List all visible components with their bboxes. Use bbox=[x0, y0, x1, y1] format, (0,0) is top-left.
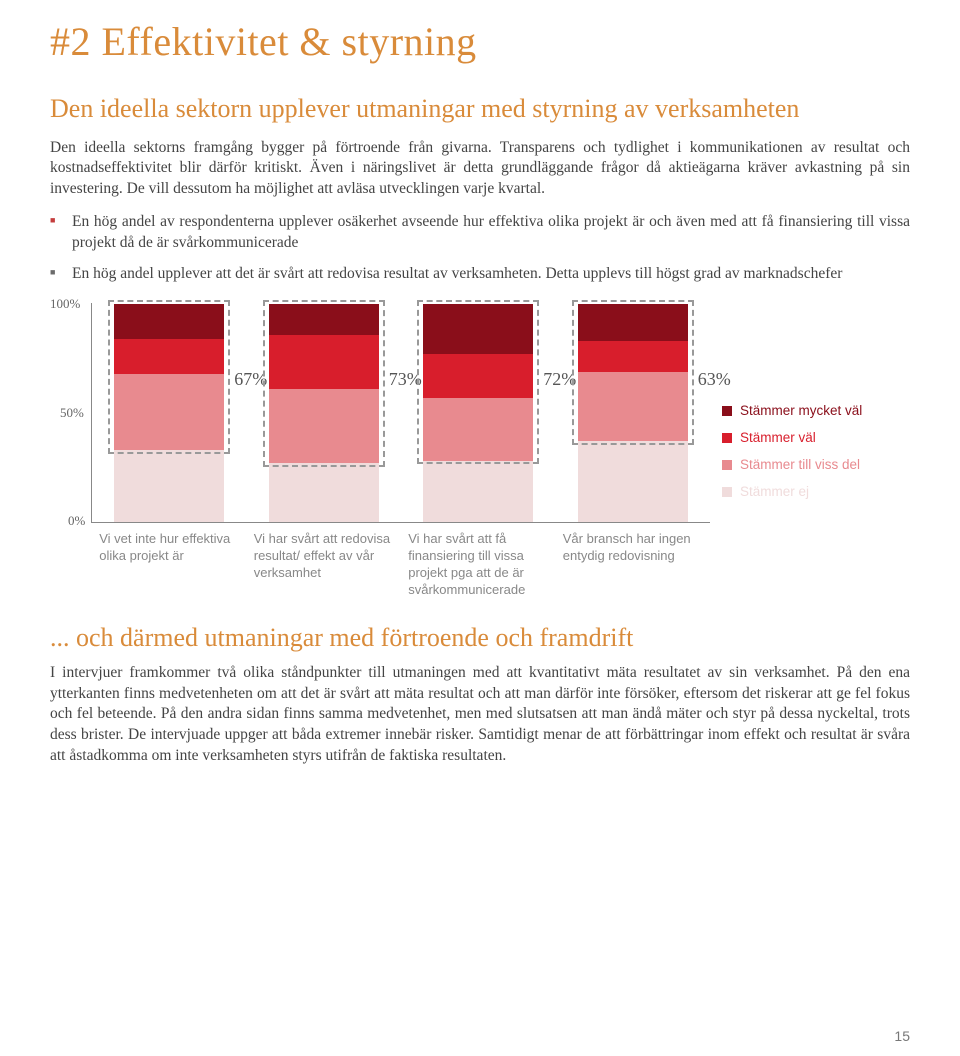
bar-segment bbox=[423, 398, 533, 461]
bullet-item: En hög andel av respondenterna upplever … bbox=[50, 212, 910, 254]
legend-label: Stämmer till viss del bbox=[740, 457, 860, 472]
bar-column: 73% bbox=[264, 304, 384, 522]
legend-label: Stämmer mycket väl bbox=[740, 403, 862, 418]
stacked-bar: 67% bbox=[114, 304, 224, 522]
bar-pct-label: 63% bbox=[698, 369, 731, 390]
legend-item: Stämmer väl bbox=[722, 430, 910, 445]
chart-container: 100% 50% 0% 67%73%72%63% Vi vet inte hur… bbox=[50, 303, 910, 599]
bar-segment bbox=[578, 441, 688, 522]
x-axis-labels: Vi vet inte hur effektiva olika projekt … bbox=[92, 531, 710, 599]
bullet-item: En hög andel upplever att det är svårt a… bbox=[50, 264, 910, 285]
legend-swatch bbox=[722, 406, 732, 416]
chart-plot-area: 100% 50% 0% 67%73%72%63% Vi vet inte hur… bbox=[50, 303, 710, 599]
plot: 67%73%72%63% bbox=[92, 303, 710, 523]
page-number: 15 bbox=[894, 1028, 910, 1044]
y-tick: 0% bbox=[68, 513, 85, 529]
bullet-list: En hög andel av respondenterna upplever … bbox=[50, 212, 910, 285]
bar-segment bbox=[269, 463, 379, 522]
y-tick: 50% bbox=[60, 405, 84, 421]
bar-segment bbox=[578, 372, 688, 442]
section-subtitle: Den ideella sektorn upplever utmaningar … bbox=[50, 93, 910, 126]
legend-swatch bbox=[722, 487, 732, 497]
legend-swatch bbox=[722, 433, 732, 443]
legend-item: Stämmer ej bbox=[722, 484, 910, 499]
bar-segment bbox=[578, 341, 688, 372]
legend-swatch bbox=[722, 460, 732, 470]
intro-paragraph: Den ideella sektorns framgång bygger på … bbox=[50, 138, 910, 201]
bar-segment bbox=[269, 304, 379, 335]
legend-label: Stämmer ej bbox=[740, 484, 809, 499]
y-axis: 100% 50% 0% bbox=[50, 303, 92, 523]
x-label: Vi har svårt att redovisa resultat/ effe… bbox=[254, 531, 394, 599]
legend-item: Stämmer till viss del bbox=[722, 457, 910, 472]
bar-pct-label: 72% bbox=[543, 369, 576, 390]
bar-column: 67% bbox=[109, 304, 229, 522]
bar-segment bbox=[578, 304, 688, 341]
x-label: Vår bransch har ingen entydig redovisnin… bbox=[563, 531, 703, 599]
stacked-bar: 63% bbox=[578, 304, 688, 522]
bar-segment bbox=[114, 450, 224, 522]
legend-item: Stämmer mycket väl bbox=[722, 403, 910, 418]
section2-body: I intervjuer framkommer två olika ståndp… bbox=[50, 663, 910, 768]
bar-segment bbox=[114, 374, 224, 450]
x-label: Vi har svårt att få finansiering till vi… bbox=[408, 531, 548, 599]
legend: Stämmer mycket väl Stämmer väl Stämmer til… bbox=[710, 303, 910, 599]
legend-label: Stämmer väl bbox=[740, 430, 816, 445]
stacked-bar: 72% bbox=[423, 304, 533, 522]
bar-column: 63% bbox=[573, 304, 693, 522]
y-tick: 100% bbox=[50, 296, 80, 312]
x-label: Vi vet inte hur effektiva olika projekt … bbox=[99, 531, 239, 599]
bar-segment bbox=[269, 389, 379, 463]
bar-pct-label: 73% bbox=[389, 369, 422, 390]
bar-column: 72% bbox=[418, 304, 538, 522]
bar-pct-label: 67% bbox=[234, 369, 267, 390]
section2-title: ... och därmed utmaningar med förtroende… bbox=[50, 623, 910, 653]
stacked-bar: 73% bbox=[269, 304, 379, 522]
bar-segment bbox=[423, 354, 533, 398]
bar-segment bbox=[423, 461, 533, 522]
bar-segment bbox=[114, 304, 224, 339]
page-title: #2 Effektivitet & styrning bbox=[50, 18, 910, 65]
bar-segment bbox=[114, 339, 224, 374]
bar-segment bbox=[423, 304, 533, 354]
bar-segment bbox=[269, 335, 379, 390]
